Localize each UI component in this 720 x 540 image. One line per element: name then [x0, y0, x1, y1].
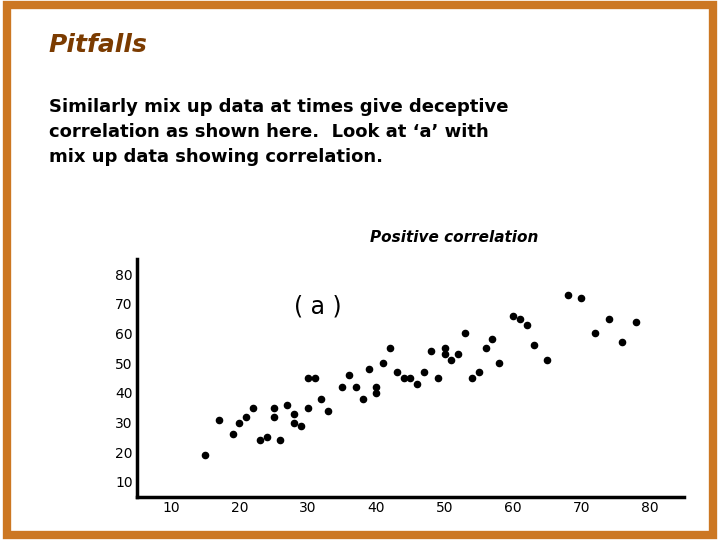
Point [268, 403, 279, 412]
Point [398, 374, 410, 382]
Point [418, 368, 430, 376]
Point [248, 403, 259, 412]
Point [371, 388, 382, 397]
Point [288, 418, 300, 427]
Point [494, 359, 505, 367]
Point [261, 433, 273, 442]
Point [514, 314, 526, 323]
Point [459, 329, 471, 338]
Point [268, 413, 279, 421]
Point [364, 365, 375, 374]
Point [528, 341, 539, 350]
Point [562, 291, 574, 299]
Text: Similarly mix up data at times give deceptive
correlation as shown here.  Look a: Similarly mix up data at times give dece… [49, 98, 508, 166]
Point [603, 314, 615, 323]
Point [480, 344, 492, 353]
Point [302, 374, 314, 382]
Point [343, 370, 355, 379]
Text: Positive correlation: Positive correlation [370, 230, 539, 245]
Point [391, 368, 402, 376]
Point [432, 374, 444, 382]
Point [426, 347, 437, 355]
Point [590, 329, 601, 338]
Point [275, 436, 287, 444]
Point [213, 415, 225, 424]
Point [467, 374, 478, 382]
Point [521, 320, 533, 329]
Point [254, 436, 266, 444]
Text: Pitfalls: Pitfalls [49, 33, 148, 57]
Point [336, 382, 348, 391]
Point [371, 382, 382, 391]
Point [453, 350, 464, 359]
Point [316, 394, 328, 403]
Point [439, 350, 451, 359]
Point [412, 380, 423, 388]
Point [507, 311, 518, 320]
Point [309, 374, 320, 382]
Point [282, 400, 293, 409]
Point [227, 430, 238, 438]
Point [199, 451, 211, 460]
Point [357, 394, 369, 403]
Point [302, 403, 314, 412]
Point [617, 338, 629, 347]
Text: ( a ): ( a ) [294, 295, 341, 319]
Point [631, 317, 642, 326]
Point [234, 418, 246, 427]
Point [446, 356, 457, 364]
Point [487, 335, 498, 343]
Point [295, 421, 307, 430]
Point [576, 293, 588, 302]
Point [323, 406, 334, 415]
Point [377, 359, 389, 367]
Point [405, 374, 416, 382]
Point [240, 413, 252, 421]
Point [288, 409, 300, 418]
Point [473, 368, 485, 376]
Point [541, 356, 553, 364]
Point [384, 344, 396, 353]
Point [439, 344, 451, 353]
Point [350, 382, 361, 391]
